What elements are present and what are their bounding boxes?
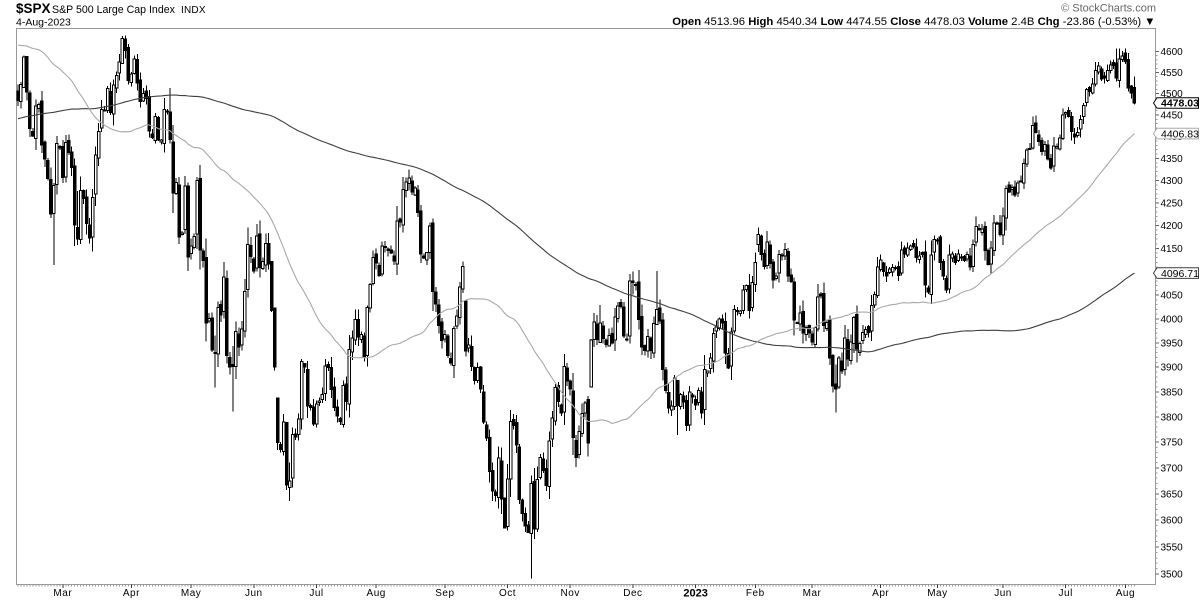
svg-text:Jul: Jul bbox=[309, 588, 323, 599]
svg-text:4600: 4600 bbox=[1161, 47, 1184, 58]
svg-text:Jun: Jun bbox=[994, 588, 1012, 599]
svg-text:Nov: Nov bbox=[561, 588, 580, 599]
svg-text:3800: 3800 bbox=[1161, 412, 1184, 423]
svg-text:Apr: Apr bbox=[123, 588, 140, 599]
svg-text:3900: 3900 bbox=[1161, 363, 1184, 374]
svg-text:2023: 2023 bbox=[683, 588, 707, 600]
svg-text:© StockCharts.com: © StockCharts.com bbox=[1061, 3, 1156, 15]
svg-text:Apr: Apr bbox=[872, 588, 889, 599]
svg-text:Oct: Oct bbox=[499, 588, 516, 599]
svg-text:3650: 3650 bbox=[1161, 489, 1184, 500]
svg-text:3500: 3500 bbox=[1161, 570, 1184, 581]
svg-text:Aug: Aug bbox=[1116, 588, 1135, 599]
svg-text:Jul: Jul bbox=[1059, 588, 1073, 599]
svg-text:4350: 4350 bbox=[1161, 154, 1184, 165]
svg-text:3700: 3700 bbox=[1161, 463, 1184, 474]
svg-text:4478.03: 4478.03 bbox=[1161, 98, 1199, 110]
svg-text:4250: 4250 bbox=[1161, 198, 1184, 209]
svg-text:Mar: Mar bbox=[803, 588, 822, 599]
svg-text:3750: 3750 bbox=[1161, 438, 1184, 449]
svg-text:3950: 3950 bbox=[1161, 338, 1184, 349]
svg-text:3550: 3550 bbox=[1161, 543, 1184, 554]
svg-text:INDX: INDX bbox=[181, 5, 206, 16]
svg-text:Dec: Dec bbox=[623, 588, 642, 599]
svg-text:4096.71: 4096.71 bbox=[1161, 268, 1199, 280]
svg-text:May: May bbox=[927, 588, 947, 599]
svg-text:Jun: Jun bbox=[245, 588, 263, 599]
svg-text:Open 4513.96 High 4540.34 Lo: Open 4513.96 High 4540.34 Low 4474.55 Cl… bbox=[672, 16, 1155, 28]
svg-text:$SPX: $SPX bbox=[16, 1, 51, 16]
svg-text:3600: 3600 bbox=[1161, 516, 1184, 527]
svg-text:4550: 4550 bbox=[1161, 68, 1184, 79]
svg-text:Sep: Sep bbox=[435, 588, 454, 599]
svg-text:3850: 3850 bbox=[1161, 387, 1184, 398]
svg-text:4050: 4050 bbox=[1161, 291, 1184, 302]
svg-text:Mar: Mar bbox=[53, 588, 72, 599]
svg-text:4300: 4300 bbox=[1161, 176, 1184, 187]
svg-text:S&P 500 Large Cap Index: S&P 500 Large Cap Index bbox=[52, 4, 176, 16]
svg-text:4000: 4000 bbox=[1161, 314, 1184, 325]
svg-text:4200: 4200 bbox=[1161, 221, 1184, 232]
svg-text:4-Aug-2023: 4-Aug-2023 bbox=[16, 17, 71, 29]
svg-text:May: May bbox=[181, 588, 201, 599]
svg-text:4500: 4500 bbox=[1161, 89, 1184, 100]
svg-text:4150: 4150 bbox=[1161, 244, 1184, 255]
svg-text:Feb: Feb bbox=[746, 588, 765, 599]
svg-text:4450: 4450 bbox=[1161, 111, 1184, 122]
svg-text:Aug: Aug bbox=[367, 588, 386, 599]
svg-text:4406.83: 4406.83 bbox=[1161, 128, 1199, 140]
